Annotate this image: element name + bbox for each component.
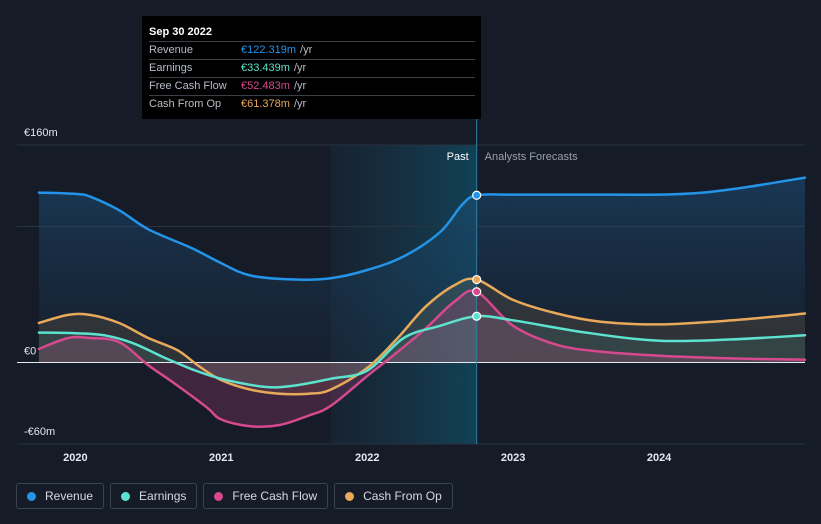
legend-label: Earnings xyxy=(139,489,187,503)
legend-dot-icon xyxy=(214,491,224,501)
tooltip-unit: /yr xyxy=(300,44,313,56)
x-tick-label: 2023 xyxy=(501,452,525,464)
point-marker-cash-from-op xyxy=(472,274,482,285)
series-area-free-cash-flow xyxy=(38,290,805,427)
legend-dot-icon xyxy=(27,491,36,501)
tooltip-label: Revenue xyxy=(149,44,194,56)
x-tick-label: 2024 xyxy=(647,452,672,464)
point-marker-revenue xyxy=(472,190,482,200)
legend-label: Revenue xyxy=(45,489,94,503)
series-area-revenue xyxy=(38,177,805,363)
tooltip-row-free-cash-flow: Free Cash Flow €52.483m /yr xyxy=(149,77,475,95)
past-label: Past xyxy=(447,151,469,163)
y-tick-label: €0 xyxy=(24,345,36,357)
y-tick-label: €160m xyxy=(24,127,58,139)
legend-item-cash-from-op[interactable]: Cash From Op xyxy=(334,483,453,509)
x-tick-label: 2022 xyxy=(355,452,379,464)
point-marker-earnings xyxy=(472,311,482,321)
series-line-revenue xyxy=(37,176,807,281)
y-tick-label: -€60m xyxy=(24,426,55,438)
tooltip-value-free-cash-flow: €52.483m xyxy=(241,80,290,92)
series-line-cash-from-op xyxy=(37,277,807,396)
tooltip-row-cash-from-op: Cash From Op €61.378m /yr xyxy=(149,95,475,113)
legend-label: Cash From Op xyxy=(363,489,442,503)
tooltip: Sep 30 2022 Revenue €122.319m /yr Earnin… xyxy=(142,16,481,119)
series-area-earnings xyxy=(38,316,805,388)
x-tick-label: 2021 xyxy=(209,452,233,464)
series-area-cash-from-op xyxy=(38,278,805,395)
tooltip-unit: /yr xyxy=(293,80,307,92)
x-tick-label: 2020 xyxy=(63,452,87,464)
series-line-free-cash-flow xyxy=(37,289,807,429)
series-line-earnings xyxy=(37,314,807,389)
tooltip-unit: /yr xyxy=(293,62,307,74)
tooltip-unit: /yr xyxy=(293,98,307,110)
tooltip-label: Free Cash Flow xyxy=(149,80,227,92)
tooltip-label: Earnings xyxy=(149,62,193,74)
legend-item-revenue[interactable]: Revenue xyxy=(16,483,105,509)
tooltip-date: Sep 30 2022 xyxy=(149,26,212,38)
tooltip-row-revenue: Revenue €122.319m /yr xyxy=(149,41,475,59)
legend-item-earnings[interactable]: Earnings xyxy=(110,483,198,509)
tooltip-row-earnings: Earnings €33.439m /yr xyxy=(149,59,475,77)
legend: Revenue Earnings Free Cash Flow Cash Fro… xyxy=(16,483,453,509)
legend-label: Free Cash Flow xyxy=(232,489,318,503)
legend-dot-icon xyxy=(345,491,355,501)
point-marker-free-cash-flow xyxy=(472,287,482,297)
tooltip-label: Cash From Op xyxy=(149,98,222,110)
tooltip-value-cash-from-op: €61.378m xyxy=(241,98,290,110)
forecast-label: Analysts Forecasts xyxy=(485,151,578,163)
legend-dot-icon xyxy=(121,491,131,501)
tooltip-value-revenue: €122.319m xyxy=(241,44,297,56)
legend-item-free-cash-flow[interactable]: Free Cash Flow xyxy=(203,483,329,509)
tooltip-value-earnings: €33.439m xyxy=(241,62,290,74)
